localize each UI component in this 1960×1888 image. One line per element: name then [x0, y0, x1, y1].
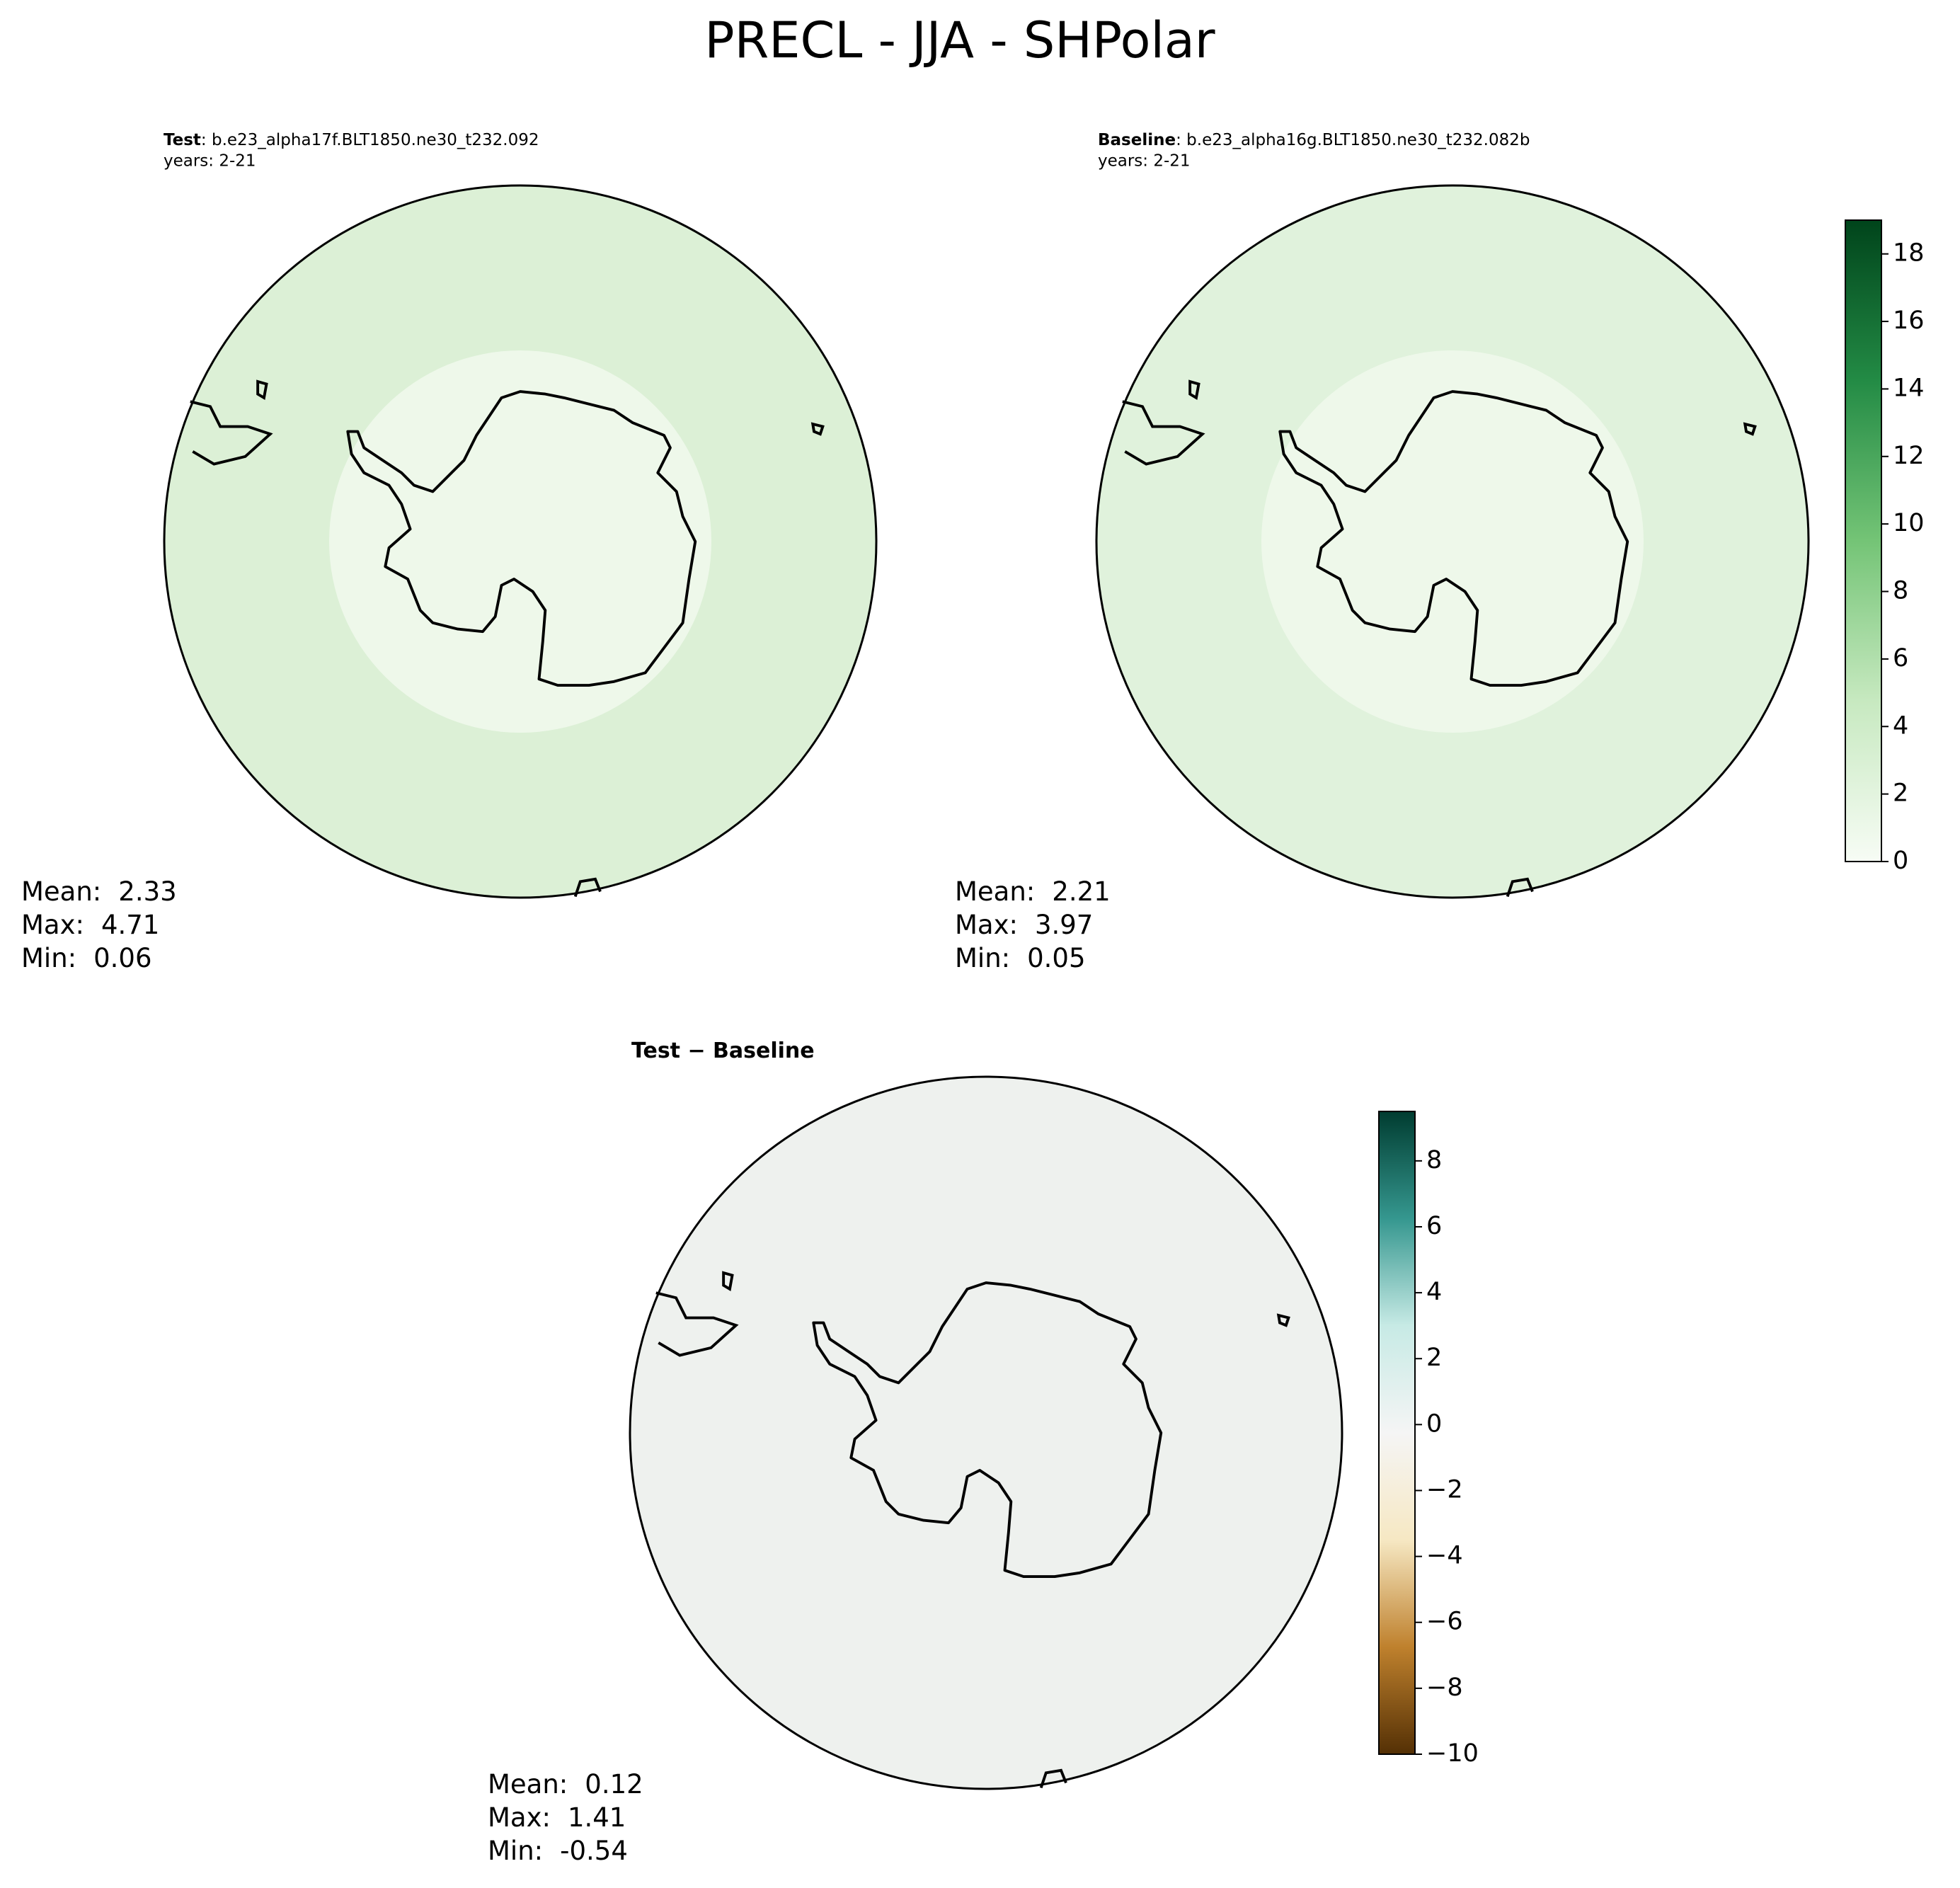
stat: Max: 4.71 [21, 910, 159, 940]
stat-label: Max: [488, 1802, 551, 1833]
map-boundary [629, 1075, 1343, 1790]
panel-header: Baseline: b.e23_alpha16g.BLT1850.ne30_t2… [1098, 131, 1530, 149]
stat-label: Mean: [955, 876, 1035, 907]
colorbar-tick-label: −10 [1426, 1739, 1479, 1768]
colorbar-tick-label: 16 [1893, 307, 1925, 335]
years: years: 2-21 [164, 152, 256, 171]
colorbar-tick-label: 4 [1426, 1278, 1442, 1306]
stat-value: -0.54 [560, 1836, 628, 1866]
colorbar-tick-label: 2 [1426, 1344, 1442, 1372]
colorbar [1378, 1111, 1416, 1755]
stat: Mean: 2.21 [955, 876, 1111, 907]
stat-value: 0.12 [585, 1769, 643, 1800]
stat: Min: -0.54 [488, 1836, 628, 1866]
map-inner [1261, 350, 1644, 733]
years: years: 2-21 [1098, 152, 1191, 171]
stat-label: Min: [21, 943, 76, 973]
stat-label: Max: [21, 910, 84, 940]
colorbar-tick-label: −8 [1426, 1674, 1463, 1702]
colorbar-tick-label: 6 [1426, 1212, 1442, 1240]
colorbar-tick-label: −6 [1426, 1608, 1463, 1636]
figure-title: PRECL - JJA - SHPolar [704, 11, 1215, 69]
colorbar-tick-label: 0 [1426, 1409, 1442, 1438]
stat-value: 1.41 [568, 1802, 626, 1833]
map-inner [329, 350, 711, 733]
stat: Min: 0.06 [21, 943, 152, 973]
colorbar-tick-label: 8 [1893, 577, 1908, 605]
case-name: : b.e23_alpha17f.BLT1850.ne30_t232.092 [201, 131, 539, 149]
case-name: : b.e23_alpha16g.BLT1850.ne30_t232.082b [1176, 131, 1530, 149]
colorbar-tick-label: 2 [1893, 779, 1908, 808]
stat-label: Min: [955, 943, 1010, 973]
stat-value: 2.33 [118, 876, 176, 907]
stat: Mean: 2.33 [21, 876, 177, 907]
panel-label: Test − Baseline [631, 1039, 815, 1063]
colorbar-tick-label: −2 [1426, 1475, 1463, 1504]
panel-label: Test [164, 131, 201, 149]
stat-label: Max: [955, 910, 1018, 940]
colorbar-tick-label: −4 [1426, 1542, 1463, 1570]
stat-label: Mean: [21, 876, 101, 907]
colorbar-tick-label: 10 [1893, 509, 1925, 537]
stat: Mean: 0.12 [488, 1769, 643, 1800]
panel-label: Baseline [1098, 131, 1176, 149]
colorbar-tick-label: 8 [1426, 1146, 1442, 1174]
colorbar-tick-label: 0 [1893, 847, 1908, 875]
map-field [630, 1077, 1342, 1789]
stat-value: 2.21 [1052, 876, 1110, 907]
colorbar-tick-label: 4 [1893, 711, 1908, 740]
stat: Max: 3.97 [955, 910, 1093, 940]
stat-label: Mean: [488, 1769, 568, 1800]
colorbar-tick-label: 6 [1893, 644, 1908, 673]
stat: Max: 1.41 [488, 1802, 626, 1833]
colorbar-tick-label: 12 [1893, 442, 1925, 470]
panel-header: Test − Baseline [631, 1039, 815, 1063]
colorbar [1845, 219, 1882, 862]
colorbar-tick-label: 18 [1893, 239, 1925, 268]
panel-header: Test: b.e23_alpha17f.BLT1850.ne30_t232.0… [164, 131, 539, 149]
stat-value: 0.06 [93, 943, 151, 973]
stat-value: 4.71 [101, 910, 159, 940]
stat-label: Min: [488, 1836, 543, 1866]
map-boundary [163, 184, 878, 899]
stat-value: 0.05 [1027, 943, 1085, 973]
stat-value: 3.97 [1035, 910, 1093, 940]
map-boundary [1095, 184, 1810, 899]
stat: Min: 0.05 [955, 943, 1086, 973]
colorbar-tick-label: 14 [1893, 374, 1925, 402]
